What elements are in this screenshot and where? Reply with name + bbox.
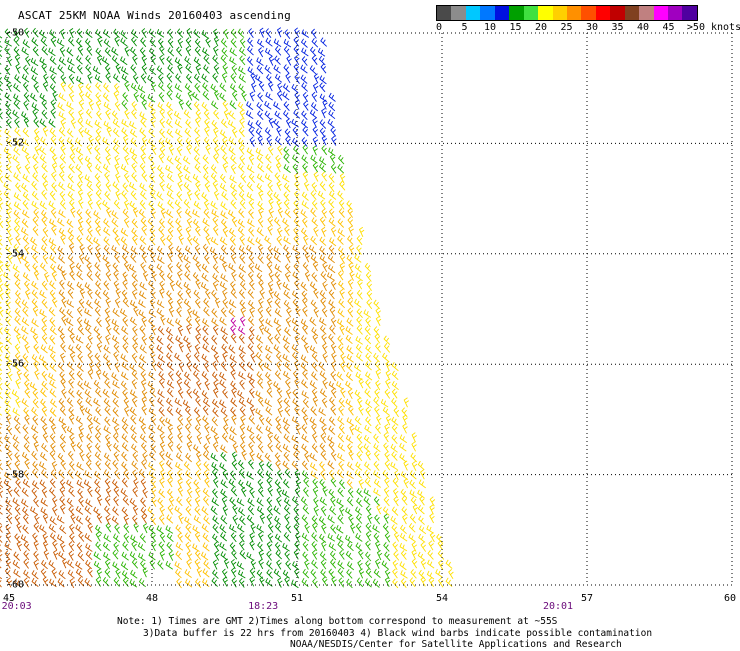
legend-tick-label: 35: [611, 22, 624, 33]
legend-tick-labels: 0 5 10 15 20 25 30 35 40 45 >50 knots: [436, 22, 740, 36]
legend-swatch: [523, 6, 539, 20]
lon-label: 54: [435, 593, 449, 604]
legend-swatch: [494, 6, 510, 20]
wind-barb-group: [93, 28, 391, 589]
lon-label: 45: [2, 593, 16, 604]
lat-label: -52: [6, 137, 25, 149]
wind-barb-group: [0, 324, 256, 589]
legend-tick-label: 30: [585, 22, 599, 33]
wind-speed-legend: 0 5 10 15 20 25 30 35 40 45 >50 knots: [436, 5, 740, 36]
map-title: ASCAT 25KM NOAA Winds 20160403 ascending: [18, 9, 291, 22]
lat-label: -50: [6, 27, 25, 39]
legend-swatch: [610, 6, 625, 20]
legend-swatch: [538, 6, 553, 20]
lat-label: -60: [6, 579, 25, 591]
map-grid: [6, 32, 733, 586]
legend-swatch: [682, 6, 697, 20]
lon-label: 48: [145, 593, 159, 604]
legend-swatch: [465, 6, 481, 20]
wind-barbs: [0, 27, 454, 589]
legend-tick-label: 0: [435, 22, 443, 33]
legend-swatch: [437, 6, 452, 20]
wind-barb-group: [245, 27, 337, 147]
legend-swatch: [552, 6, 567, 20]
time-label: 18:23: [248, 601, 279, 612]
footer-note-2: 3)Data buffer is 22 hrs from 20160403 4)…: [143, 628, 653, 639]
lon-label: 60: [723, 593, 737, 604]
legend-tick-label: 20: [534, 22, 548, 33]
legend-swatch: [581, 6, 596, 20]
footer-note-1: Note: 1) Times are GMT 2)Times along bot…: [117, 616, 558, 627]
lon-label: 57: [580, 593, 594, 604]
legend-color-bar: [436, 5, 698, 21]
legend-tick-label: >50 knots: [686, 22, 740, 33]
wind-barb-group: [230, 316, 246, 336]
legend-swatch: [595, 6, 611, 20]
wind-barb-group: [0, 243, 337, 481]
legend-swatch: [566, 6, 582, 20]
legend-swatch: [639, 6, 654, 20]
legend-tick-label: 15: [509, 22, 522, 33]
lat-label: -54: [6, 248, 25, 260]
legend-tick-label: 25: [560, 22, 573, 33]
wind-barb-group: [13, 207, 355, 589]
legend-swatch: [509, 6, 524, 20]
wind-barb-group: [0, 81, 454, 589]
legend-swatch: [451, 6, 466, 20]
legend-tick-label: 40: [636, 22, 650, 33]
footer-note-3: NOAA/NESDIS/Center for Satellite Applica…: [290, 639, 622, 650]
legend-tick-label: 5: [461, 22, 468, 33]
lat-label: -56: [6, 358, 25, 370]
legend-tick-label: 45: [662, 22, 675, 33]
legend-tick-label: 10: [483, 22, 497, 33]
legend-swatch: [624, 6, 640, 20]
lon-label: 51: [290, 593, 304, 604]
time-label: 20:01: [542, 601, 574, 612]
wind-barb-group: [0, 27, 302, 589]
time-label: 20:03: [1, 601, 32, 612]
legend-swatch: [668, 6, 683, 20]
lat-label: -58: [6, 469, 25, 481]
legend-swatch: [480, 6, 495, 20]
legend-swatch: [653, 6, 668, 20]
